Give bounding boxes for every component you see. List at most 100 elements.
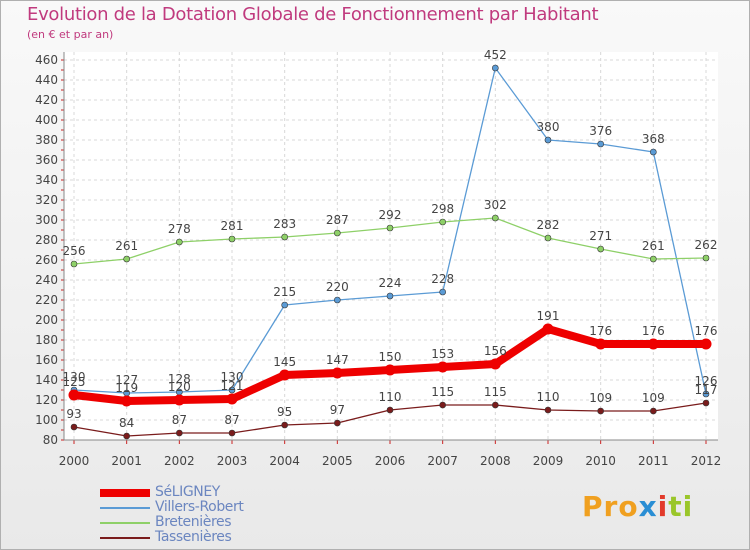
data-point xyxy=(123,432,130,440)
y-tick-label: 460 xyxy=(35,53,58,67)
data-point xyxy=(702,399,710,407)
data-point xyxy=(334,229,341,237)
data-point xyxy=(437,361,449,373)
data-point xyxy=(542,323,554,335)
data-label: 117 xyxy=(695,383,718,397)
data-label: 256 xyxy=(63,244,86,258)
data-label: 287 xyxy=(326,213,349,227)
data-label: 452 xyxy=(484,48,507,62)
data-point xyxy=(702,254,710,262)
y-tick-label: 200 xyxy=(35,313,58,327)
data-label: 282 xyxy=(537,218,560,232)
data-point xyxy=(123,255,130,263)
data-point xyxy=(650,148,657,156)
data-point xyxy=(439,288,446,296)
x-tick-label: 2003 xyxy=(217,454,248,468)
data-label: 368 xyxy=(642,132,665,146)
data-point xyxy=(228,386,236,394)
data-label: 119 xyxy=(115,381,138,395)
data-point xyxy=(597,407,604,415)
data-point xyxy=(386,406,394,414)
data-point xyxy=(544,406,552,414)
x-tick-label: 2000 xyxy=(59,454,90,468)
legend-item-tassenieres: Tassenières xyxy=(100,529,340,546)
data-point xyxy=(384,364,396,376)
data-label: 176 xyxy=(589,324,612,338)
proxiti-logo: Proxiti xyxy=(582,490,693,523)
chart-title: Evolution de la Dotation Globale de Fonc… xyxy=(27,4,599,25)
data-label: 87 xyxy=(224,413,239,427)
data-point xyxy=(386,292,394,300)
legend-item-villers-robert: Villers-Robert xyxy=(100,499,340,516)
y-tick-label: 80 xyxy=(43,433,58,447)
logo-part: Pro xyxy=(582,490,639,523)
data-label: 380 xyxy=(537,120,560,134)
legend-swatch-tassenieres xyxy=(100,537,150,539)
data-point xyxy=(647,338,659,350)
logo-part: ti xyxy=(668,490,694,523)
data-point xyxy=(228,429,236,437)
y-tick-label: 260 xyxy=(35,253,58,267)
y-tick-label: 220 xyxy=(35,293,58,307)
data-label: 147 xyxy=(326,353,349,367)
data-point xyxy=(702,390,710,398)
data-label: 126 xyxy=(695,374,718,388)
data-label: 109 xyxy=(642,391,665,405)
y-tick-label: 160 xyxy=(35,353,58,367)
data-point xyxy=(544,234,552,242)
data-label: 95 xyxy=(277,405,292,419)
x-tick-label: 2007 xyxy=(427,454,458,468)
data-point xyxy=(650,407,657,415)
x-tick-label: 2011 xyxy=(638,454,669,468)
chart-subtitle: (en € et par an) xyxy=(27,28,114,41)
data-label: 176 xyxy=(695,324,718,338)
data-point xyxy=(173,394,185,406)
data-point xyxy=(226,393,238,405)
y-tick-label: 180 xyxy=(35,333,58,347)
data-label: 153 xyxy=(431,347,454,361)
y-tick-label: 400 xyxy=(35,113,58,127)
data-label: 176 xyxy=(642,324,665,338)
data-point xyxy=(597,245,604,253)
data-label: 271 xyxy=(589,229,612,243)
data-point xyxy=(70,260,78,268)
x-tick-label: 2006 xyxy=(375,454,406,468)
data-point xyxy=(228,235,236,243)
data-point xyxy=(492,401,499,409)
y-tick-label: 320 xyxy=(35,193,58,207)
y-tick-label: 440 xyxy=(35,73,58,87)
data-label: 121 xyxy=(221,379,244,393)
data-label: 130 xyxy=(221,370,244,384)
logo-part: x xyxy=(638,490,658,523)
data-point xyxy=(492,214,499,222)
data-label: 120 xyxy=(168,380,191,394)
data-point xyxy=(650,255,657,263)
data-point xyxy=(334,419,341,427)
data-point xyxy=(281,421,288,429)
data-label: 298 xyxy=(431,202,454,216)
legend-label-villers-robert: Villers-Robert xyxy=(155,499,244,515)
data-point xyxy=(334,296,341,304)
data-label: 87 xyxy=(172,413,187,427)
legend-item-seligney: SéLIGNEY xyxy=(100,484,340,501)
data-label: 281 xyxy=(221,219,244,233)
data-point xyxy=(489,358,501,370)
legend-label-bretenieres: Bretenières xyxy=(155,514,232,530)
y-tick-label: 340 xyxy=(35,173,58,187)
data-label: 191 xyxy=(537,309,560,323)
data-point xyxy=(492,64,499,72)
y-tick-label: 120 xyxy=(35,393,58,407)
x-tick-label: 2009 xyxy=(533,454,564,468)
y-tick-label: 420 xyxy=(35,93,58,107)
legend-swatch-villers-robert xyxy=(100,507,150,509)
data-label: 261 xyxy=(115,239,138,253)
data-label: 84 xyxy=(119,416,134,430)
data-point xyxy=(68,389,80,401)
data-label: 220 xyxy=(326,280,349,294)
data-point xyxy=(176,238,183,246)
data-point xyxy=(595,338,607,350)
legend-label-tassenieres: Tassenières xyxy=(155,529,232,545)
x-tick-label: 2001 xyxy=(111,454,142,468)
data-label: 128 xyxy=(168,372,191,386)
